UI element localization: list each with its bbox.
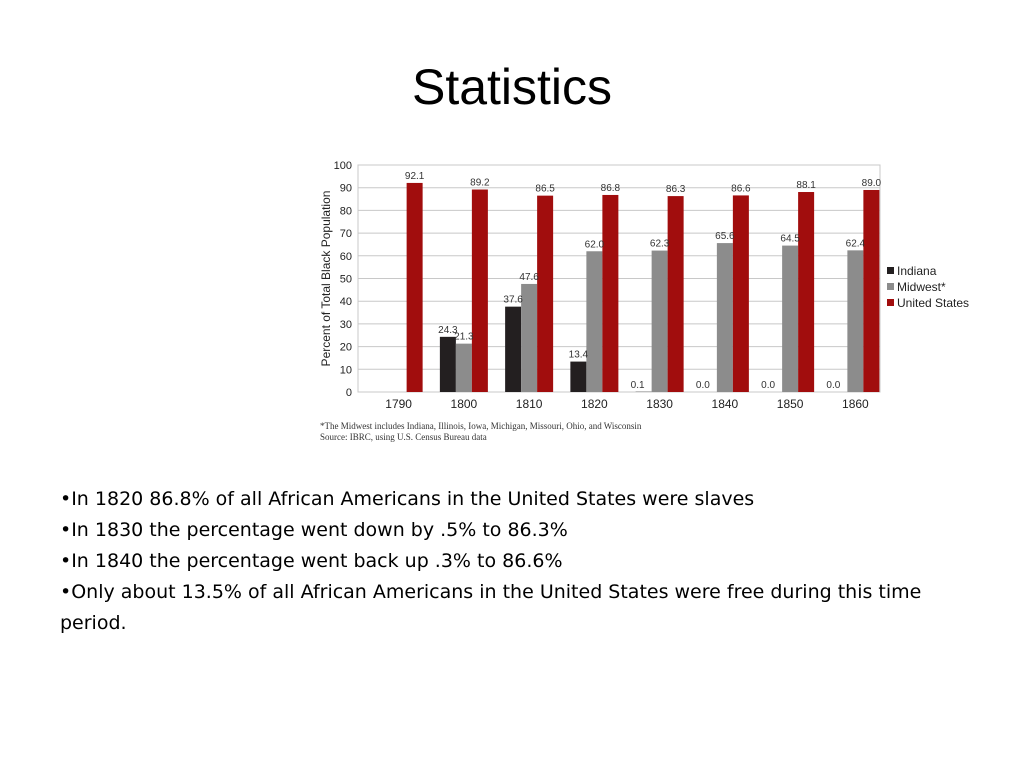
data-label: 13.4: [569, 350, 589, 361]
data-label: 92.1: [405, 171, 425, 182]
x-tick-label: 1810: [516, 397, 543, 411]
chart-footnote: Source: IBRC, using U.S. Census Bureau d…: [320, 432, 487, 442]
y-axis-label: Percent of Total Black Population: [319, 191, 333, 367]
legend-label: Midwest*: [897, 280, 946, 294]
x-tick-label: 1840: [712, 397, 739, 411]
bullet-item: •Only about 13.5% of all African America…: [60, 581, 922, 634]
data-label: 21.3: [454, 332, 474, 343]
bar-midwest: [455, 343, 472, 392]
legend-label: Indiana: [897, 264, 937, 278]
bullet-item: •In 1830 the percentage went down by .5%…: [60, 519, 568, 541]
data-label: 62.4: [846, 238, 866, 249]
x-tick-label: 1790: [385, 397, 412, 411]
bar-midwest: [651, 250, 668, 392]
slide-title: Statistics: [411, 59, 613, 115]
data-label: 62.3: [650, 239, 670, 250]
x-tick-label: 1860: [842, 397, 869, 411]
bar-midwest: [716, 243, 733, 392]
x-tick-label: 1850: [777, 397, 804, 411]
bar-united-states: [863, 189, 880, 392]
data-label: 64.5: [780, 234, 800, 245]
bar-united-states: [798, 192, 815, 392]
data-label: 89.2: [470, 178, 490, 189]
bar-united-states: [667, 196, 684, 392]
bar-indiana: [439, 336, 456, 392]
bar-united-states: [732, 195, 749, 392]
x-tick-label: 1830: [646, 397, 673, 411]
data-label: 62.0: [585, 239, 605, 250]
y-tick-label: 50: [340, 274, 352, 286]
bar-united-states: [537, 195, 554, 392]
data-label: 0.0: [761, 380, 775, 391]
y-tick-label: 30: [340, 319, 352, 331]
y-tick-label: 20: [340, 342, 352, 354]
y-tick-label: 70: [340, 228, 352, 240]
data-label: 0.0: [826, 380, 840, 391]
data-label: 88.1: [796, 180, 816, 191]
bar-midwest: [847, 250, 864, 392]
bar-midwest: [586, 251, 603, 392]
legend-swatch: [887, 267, 894, 274]
y-tick-label: 10: [340, 364, 352, 376]
bar-chart: 0 10 20 30 40 50 60 70 80 90 100 Percent of Total B…: [319, 160, 969, 442]
data-label: 86.3: [666, 184, 686, 195]
y-tick-label: 60: [340, 251, 352, 263]
bar-indiana: [505, 306, 522, 392]
x-tick-label: 1800: [451, 397, 478, 411]
bar-indiana: [570, 361, 587, 392]
data-label: 37.6: [503, 295, 523, 306]
data-label: 0.1: [631, 380, 645, 391]
bar-midwest: [521, 283, 538, 392]
data-label: 0.0: [696, 380, 710, 391]
bar-united-states: [602, 194, 619, 392]
data-label: 86.5: [535, 184, 555, 195]
legend-swatch: [887, 283, 894, 290]
legend-label: United States: [897, 296, 969, 310]
data-label: 89.0: [862, 178, 882, 189]
bar-midwest: [782, 245, 799, 392]
y-tick-label: 90: [340, 183, 352, 195]
y-tick-label: 40: [340, 296, 352, 308]
bar-united-states: [406, 182, 423, 392]
data-label: 86.8: [601, 183, 621, 194]
y-tick-label: 80: [340, 205, 352, 217]
y-tick-label: 100: [334, 160, 352, 172]
data-label: 86.6: [731, 183, 751, 194]
bar-united-states: [471, 189, 488, 392]
bullet-item: •In 1820 86.8% of all African Americans …: [60, 488, 755, 510]
data-label: 65.6: [715, 231, 735, 242]
x-tick-label: 1820: [581, 397, 608, 411]
bullet-list: •In 1820 86.8% of all African Americans …: [60, 484, 960, 639]
chart-footnote: *The Midwest includes Indiana, Illinois,…: [320, 421, 642, 431]
legend-swatch: [887, 299, 894, 306]
bullet-item: •In 1840 the percentage went back up .3%…: [60, 550, 563, 572]
data-label: 24.3: [438, 325, 458, 336]
y-tick-label: 0: [346, 387, 352, 399]
data-label: 47.6: [519, 272, 539, 283]
